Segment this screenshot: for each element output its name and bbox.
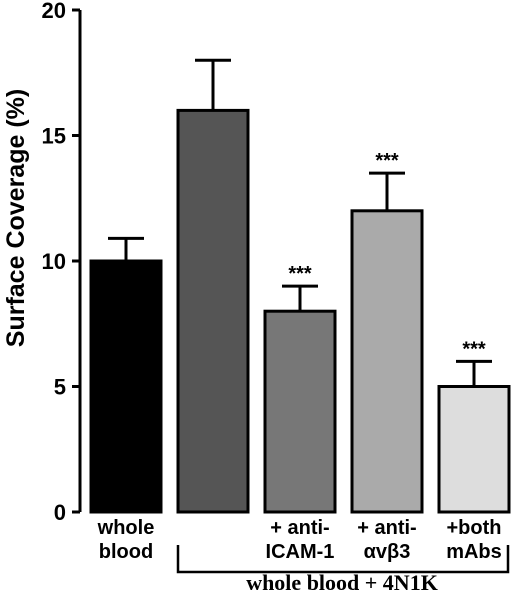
bar (89, 259, 163, 514)
category-label: + anti- (270, 517, 329, 539)
significance-label: *** (462, 338, 486, 360)
group-bracket: whole blood + 4N1K (176, 545, 510, 595)
category-label: mAbs (446, 541, 502, 563)
category-label: ICAM-1 (266, 541, 335, 563)
bar (437, 385, 511, 514)
category-label: blood (99, 541, 153, 563)
category-label: +both (447, 517, 502, 539)
bar (263, 309, 337, 514)
bar (350, 209, 424, 514)
significance-label: *** (288, 263, 312, 285)
bars: *** *** *** (89, 58, 511, 514)
axes: 0 5 10 15 20 (42, 0, 82, 525)
y-axis-label: Surface Coverage (%) (2, 89, 30, 347)
y-tick-label: 0 (54, 500, 66, 525)
y-tick-label: 15 (42, 124, 66, 149)
significance-label: *** (375, 150, 399, 172)
bar (176, 108, 250, 514)
group-label: whole blood + 4N1K (246, 570, 438, 595)
y-tick-label: 20 (42, 0, 66, 23)
category-label: αvβ3 (364, 541, 411, 563)
group-bracket-line (176, 545, 510, 574)
category-label: whole (97, 517, 155, 539)
y-tick-label: 10 (42, 249, 66, 274)
category-label: + anti- (357, 517, 416, 539)
y-tick-label: 5 (54, 375, 66, 400)
